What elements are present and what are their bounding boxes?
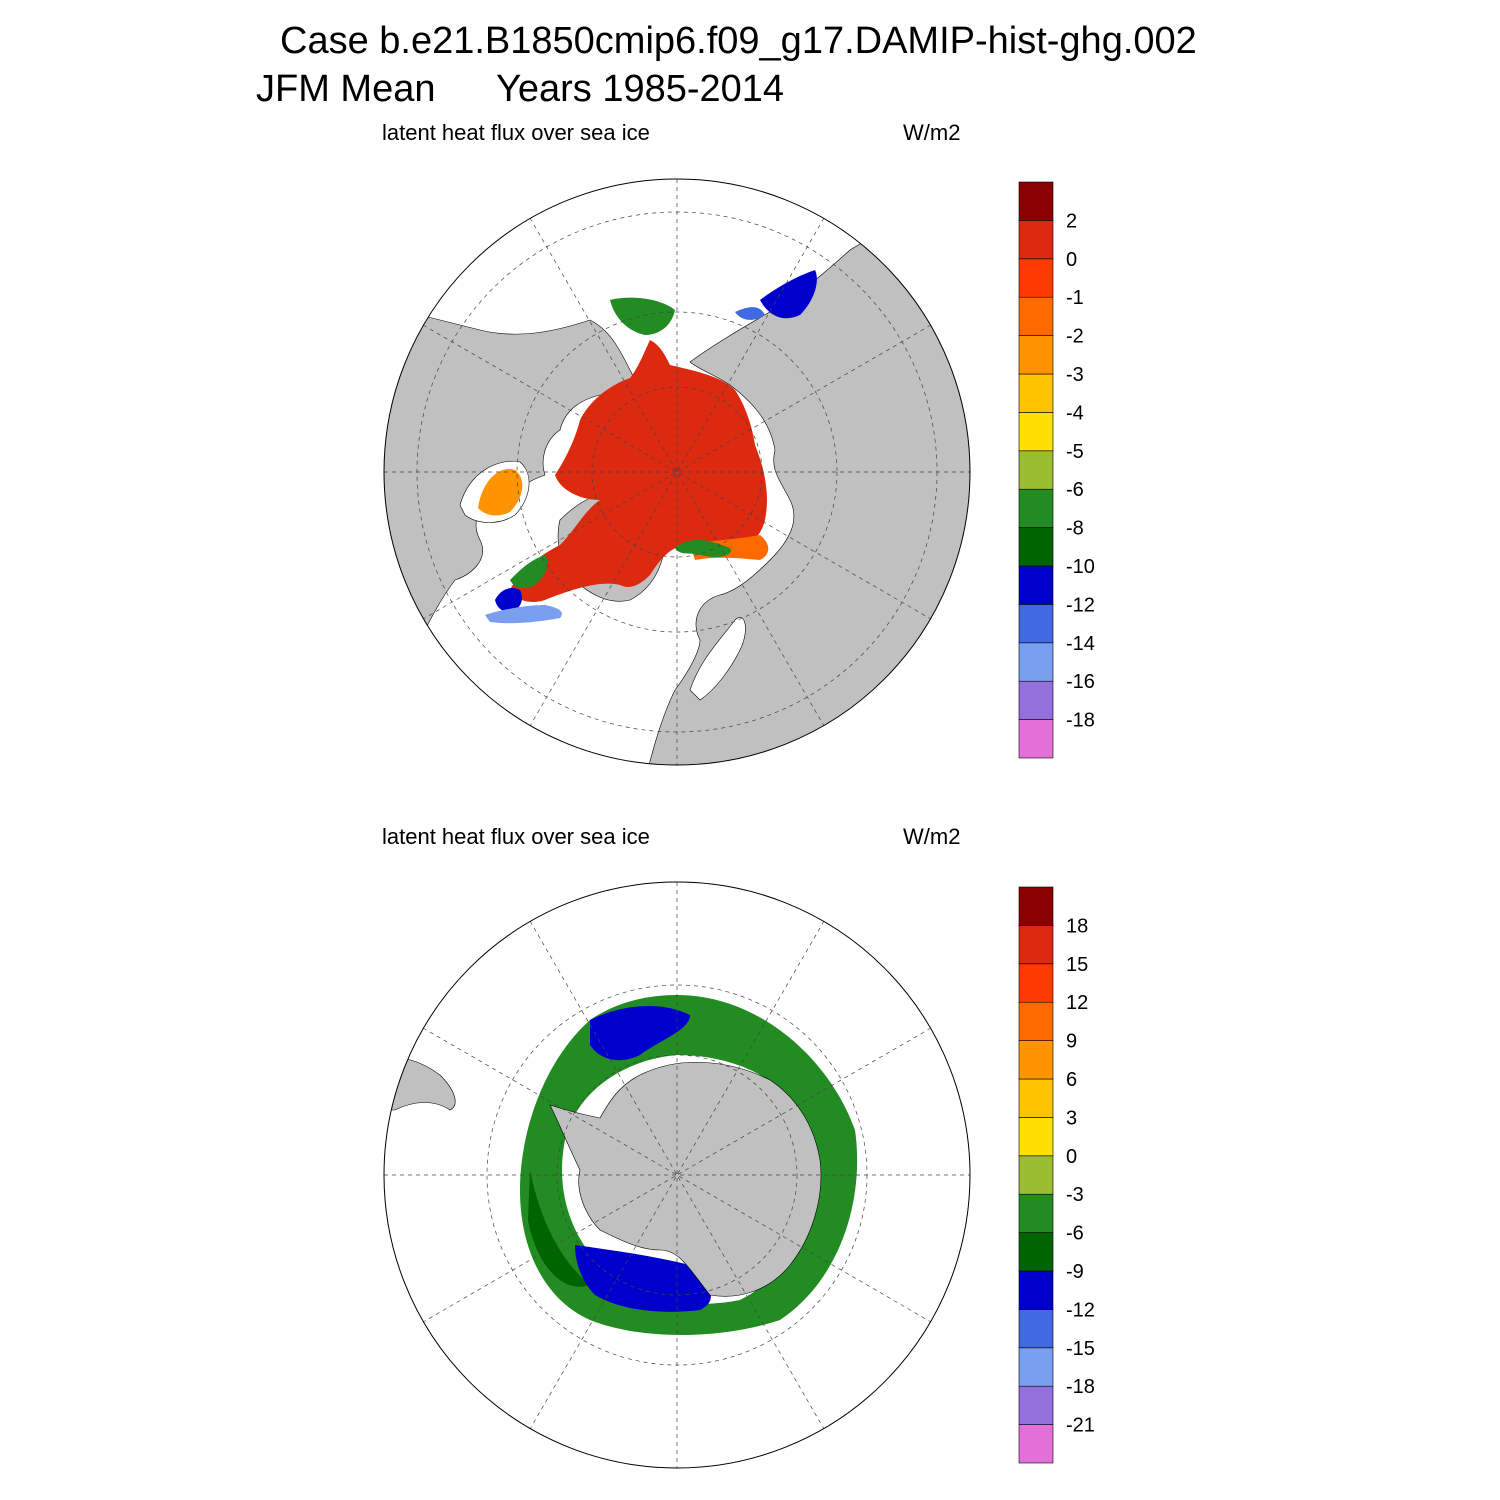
colorbar-box xyxy=(1018,412,1054,452)
north-ice-green-edge xyxy=(675,540,731,558)
colorbar-tick-label: -3 xyxy=(1066,1184,1084,1206)
colorbar-tick-label: -15 xyxy=(1066,1338,1095,1360)
north-colorbar: -18-16-14-12-10-8-6-5-4-3-2-102 xyxy=(1018,181,1095,759)
colorbar-tick-label: -3 xyxy=(1066,364,1084,386)
north-ice-labrador-green xyxy=(510,555,548,589)
colorbar-box xyxy=(1018,1001,1054,1041)
colorbar-tick-label: -14 xyxy=(1066,633,1095,655)
figure-title-years: Years 1985-2014 xyxy=(496,68,785,110)
colorbar-tick-label: 0 xyxy=(1066,249,1077,271)
colorbar-box xyxy=(1018,1385,1054,1425)
north-sea-baltic xyxy=(689,617,746,701)
north-ice-labrador-blue xyxy=(495,588,522,612)
colorbar-box xyxy=(1018,565,1054,605)
colorbar-tick-label: -18 xyxy=(1066,710,1095,732)
colorbar-box xyxy=(1018,1347,1054,1387)
colorbar-box xyxy=(1018,1270,1054,1310)
colorbar-tick-label: 3 xyxy=(1066,1107,1077,1129)
colorbar-box xyxy=(1018,1309,1054,1349)
colorbar-box xyxy=(1018,642,1054,682)
colorbar-tick-label: 18 xyxy=(1066,915,1088,937)
colorbar-tick-label: -8 xyxy=(1066,518,1084,540)
figure-title-season: JFM Mean xyxy=(256,68,436,110)
colorbar-box xyxy=(1018,181,1054,221)
north-variable-label: latent heat flux over sea ice xyxy=(382,120,650,145)
colorbar-tick-label: 2 xyxy=(1066,210,1077,232)
colorbar-box xyxy=(1018,719,1054,759)
north-ice-hudson xyxy=(478,469,523,516)
colorbar-tick-label: -6 xyxy=(1066,479,1084,501)
colorbar-tick-label: -21 xyxy=(1066,1415,1095,1437)
colorbar-box xyxy=(1018,335,1054,375)
colorbar-tick-label: -9 xyxy=(1066,1261,1084,1283)
colorbar-box xyxy=(1018,604,1054,644)
colorbar-box xyxy=(1018,925,1054,965)
south-ice-ross-blue xyxy=(575,1245,711,1312)
north-ice-okhotsk xyxy=(610,297,675,335)
colorbar-box xyxy=(1018,1193,1054,1233)
colorbar-tick-label: -16 xyxy=(1066,671,1095,693)
colorbar-box xyxy=(1018,373,1054,413)
colorbar-box xyxy=(1018,1040,1054,1080)
colorbar-tick-label: 9 xyxy=(1066,1031,1077,1053)
colorbar-box xyxy=(1018,963,1054,1003)
colorbar-box xyxy=(1018,296,1054,336)
colorbar-box xyxy=(1018,1424,1054,1464)
colorbar-box xyxy=(1018,258,1054,298)
figure-title-case: Case b.e21.B1850cmip6.f09_g17.DAMIP-hist… xyxy=(280,20,1197,62)
colorbar-box xyxy=(1018,680,1054,720)
colorbar-tick-label: 12 xyxy=(1066,992,1088,1014)
colorbar-tick-label: -2 xyxy=(1066,326,1084,348)
south-variable-label: latent heat flux over sea ice xyxy=(382,824,650,849)
north-graticule xyxy=(384,179,970,765)
colorbar-tick-label: -4 xyxy=(1066,402,1084,424)
colorbar-box xyxy=(1018,1232,1054,1272)
colorbar-tick-label: -10 xyxy=(1066,556,1095,578)
colorbar-tick-label: -5 xyxy=(1066,441,1084,463)
colorbar-box xyxy=(1018,488,1054,528)
colorbar-tick-label: -18 xyxy=(1066,1376,1095,1398)
colorbar-tick-label: -1 xyxy=(1066,287,1084,309)
colorbar-box xyxy=(1018,220,1054,260)
colorbar-box xyxy=(1018,450,1054,490)
colorbar-box xyxy=(1018,527,1054,567)
north-ice-labrador-lightblue xyxy=(485,605,562,624)
north-map-border xyxy=(383,178,971,766)
north-ice-central xyxy=(510,340,767,602)
north-ice-bering-lightblue xyxy=(735,307,765,320)
colorbar-tick-label: -6 xyxy=(1066,1223,1084,1245)
colorbar-tick-label: 0 xyxy=(1066,1146,1077,1168)
north-units-label: W/m2 xyxy=(903,120,961,145)
colorbar-tick-label: -12 xyxy=(1066,594,1095,616)
colorbar-box xyxy=(1018,1117,1054,1157)
colorbar-tick-label: 6 xyxy=(1066,1069,1077,1091)
colorbar-box xyxy=(1018,1155,1054,1195)
south-colorbar: -21 -18 -15 -12 -9 -6 -3 0 3 6 9 12 15 18 xyxy=(1018,886,1095,1464)
south-graticule xyxy=(384,882,970,1468)
colorbar-box xyxy=(1018,886,1054,926)
south-polar-map xyxy=(384,882,970,1468)
colorbar-box xyxy=(1018,1078,1054,1118)
south-ice-weddell-blue xyxy=(590,1005,690,1061)
south-map-border xyxy=(383,881,971,1469)
colorbar-tick-label: -12 xyxy=(1066,1299,1095,1321)
north-polar-map xyxy=(384,179,970,765)
south-units-label: W/m2 xyxy=(903,824,961,849)
south-ice-ring xyxy=(520,995,858,1335)
north-ice-bering-blue xyxy=(760,270,817,319)
south-ice-darkgreen xyxy=(528,1170,590,1287)
south-land-antarctica xyxy=(549,1061,822,1297)
colorbar-tick-label: 15 xyxy=(1066,954,1088,976)
